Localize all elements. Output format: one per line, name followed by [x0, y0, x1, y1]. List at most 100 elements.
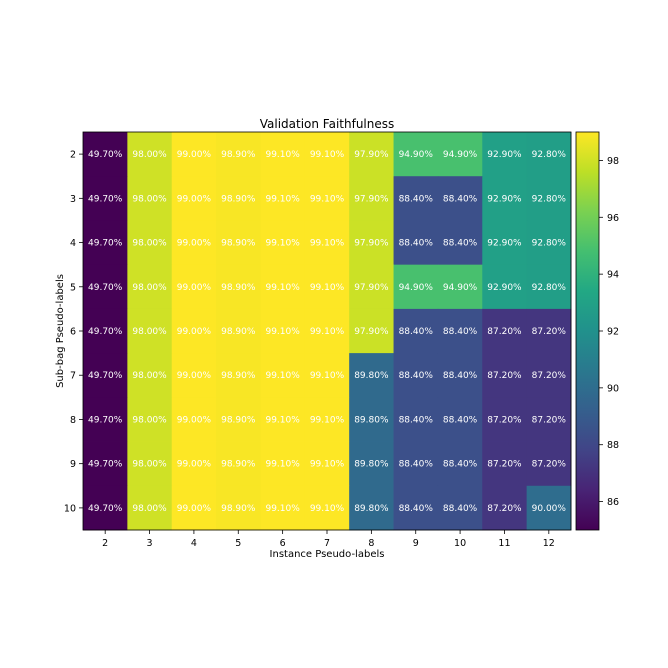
cell-value-label: 98.00%	[132, 371, 167, 381]
heatmap-cell	[393, 264, 439, 310]
cell-value-label: 49.70%	[88, 371, 123, 381]
heatmap-cell	[349, 485, 394, 531]
cell-value-label: 88.40%	[443, 371, 478, 381]
cell-value-label: 98.90%	[221, 283, 256, 293]
cell-value-label: 87.20%	[532, 371, 567, 381]
x-tick-label: 4	[191, 538, 197, 549]
heatmap-cell	[260, 220, 306, 266]
heatmap-cell	[526, 353, 572, 398]
heatmap-cell	[260, 353, 306, 398]
heatmap-cell	[349, 176, 394, 221]
heatmap-cell	[349, 441, 394, 487]
heatmap-cell	[304, 353, 350, 398]
heatmap-cell	[216, 353, 261, 398]
x-tick-label: 3	[147, 538, 153, 549]
cell-value-label: 97.90%	[354, 239, 389, 249]
cell-value-label: 99.10%	[265, 504, 300, 514]
heatmap-cell	[127, 132, 173, 177]
cell-value-label: 87.20%	[532, 415, 567, 425]
cell-value-label: 49.70%	[88, 460, 123, 470]
heatmap-cell	[526, 308, 572, 354]
cell-value-label: 88.40%	[399, 504, 434, 514]
cell-value-label: 98.90%	[221, 460, 256, 470]
cell-value-label: 98.90%	[221, 239, 256, 249]
x-tick-label: 9	[413, 538, 419, 549]
cell-value-label: 98.00%	[132, 460, 167, 470]
cell-value-label: 97.90%	[354, 283, 389, 293]
heatmap-cell	[349, 397, 394, 442]
heatmap-cell	[393, 132, 439, 177]
heatmap-cell	[171, 397, 217, 442]
heatmap-cell	[260, 264, 306, 310]
heatmap-cell	[526, 264, 572, 310]
cell-value-label: 49.70%	[88, 283, 123, 293]
heatmap-cell	[83, 485, 128, 531]
y-tick-label: 2	[70, 150, 76, 161]
cell-value-label: 99.10%	[265, 460, 300, 470]
x-tick-label: 11	[498, 538, 510, 549]
colorbar-tick-label: 98	[607, 156, 619, 167]
heatmap-cell	[304, 176, 350, 221]
heatmap-cell	[171, 353, 217, 398]
cell-value-label: 92.80%	[532, 194, 567, 204]
heatmap-cell	[393, 220, 439, 266]
heatmap-cell	[216, 176, 261, 221]
cell-value-label: 99.10%	[310, 194, 345, 204]
colorbar	[575, 131, 600, 531]
cell-value-label: 98.00%	[132, 194, 167, 204]
heatmap-cell	[83, 441, 128, 487]
cell-value-label: 99.10%	[310, 327, 345, 337]
cell-value-label: 88.40%	[443, 504, 478, 514]
heatmap-cell	[482, 308, 528, 354]
heatmap-cell	[83, 353, 128, 398]
cell-value-label: 99.10%	[310, 415, 345, 425]
cell-value-label: 98.90%	[221, 415, 256, 425]
cell-value-label: 92.80%	[532, 239, 567, 249]
heatmap-cell	[482, 441, 528, 487]
heatmap-cell	[216, 264, 261, 310]
heatmap-cell	[216, 441, 261, 487]
cell-value-label: 99.10%	[310, 460, 345, 470]
colorbar-tick-label: 86	[607, 497, 619, 508]
heatmap-cell	[526, 485, 572, 531]
heatmap-cell	[482, 485, 528, 531]
heatmap-cell	[83, 220, 128, 266]
cell-value-label: 99.10%	[265, 239, 300, 249]
heatmap-cell	[437, 485, 483, 531]
cell-value-label: 94.90%	[443, 150, 478, 160]
heatmap-cell	[526, 132, 572, 177]
y-tick-label: 8	[70, 415, 76, 426]
cell-value-label: 49.70%	[88, 194, 123, 204]
cell-value-label: 99.10%	[265, 150, 300, 160]
cell-value-label: 87.20%	[532, 460, 567, 470]
heatmap-cell	[482, 220, 528, 266]
cell-value-label: 49.70%	[88, 415, 123, 425]
cell-value-label: 98.00%	[132, 415, 167, 425]
heatmap-cell	[393, 353, 439, 398]
cell-value-label: 88.40%	[399, 460, 434, 470]
cell-value-label: 88.40%	[399, 239, 434, 249]
heatmap-cell	[304, 308, 350, 354]
heatmap-cell	[260, 132, 306, 177]
cell-value-label: 88.40%	[443, 460, 478, 470]
heatmap-cell	[83, 176, 128, 221]
cell-value-label: 87.20%	[487, 460, 522, 470]
cell-value-label: 89.80%	[354, 415, 389, 425]
heatmap-cell	[304, 397, 350, 442]
heatmap-cells	[83, 132, 572, 531]
heatmap-cell	[482, 132, 528, 177]
cell-value-label: 88.40%	[399, 415, 434, 425]
colorbar-ticks: 86 88 90 92 94 96 98	[599, 156, 619, 508]
heatmap-cell	[437, 176, 483, 221]
heatmap-cell	[171, 485, 217, 531]
cell-value-label: 88.40%	[443, 194, 478, 204]
cell-value-label: 99.00%	[177, 415, 212, 425]
heatmap-cell	[304, 441, 350, 487]
heatmap-cell	[482, 397, 528, 442]
heatmap-cell	[260, 308, 306, 354]
cell-value-label: 99.00%	[177, 194, 212, 204]
heatmap-cell	[304, 485, 350, 531]
cell-value-label: 94.90%	[399, 283, 434, 293]
cell-value-label: 98.90%	[221, 194, 256, 204]
